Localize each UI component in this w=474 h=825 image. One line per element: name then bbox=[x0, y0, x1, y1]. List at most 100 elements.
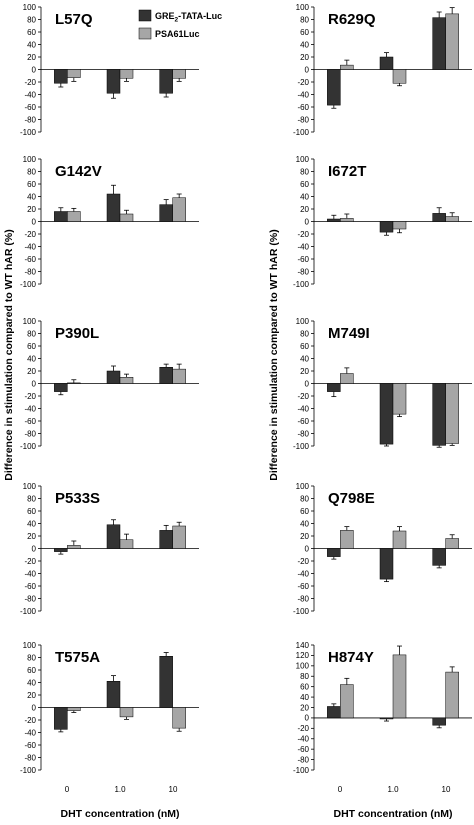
y-tick-label: -60 bbox=[24, 582, 36, 591]
panels: 100806040200-20-40-60-80-100L57Q10080604… bbox=[20, 3, 472, 775]
y-tick-label: 40 bbox=[300, 354, 309, 363]
y-tick-label: -20 bbox=[297, 392, 309, 401]
y-tick-label: -40 bbox=[24, 728, 36, 737]
y-tick-label: -40 bbox=[297, 735, 309, 744]
panel-q798e: 100 80 60 40 20 0 -20 -40 -60 -80 -100 Q798E bbox=[293, 482, 472, 616]
bar bbox=[67, 69, 81, 78]
bar bbox=[172, 525, 186, 549]
y-tick-label: -60 bbox=[297, 255, 309, 264]
y-tick-label: 20 bbox=[27, 367, 36, 376]
panel-g142v: 100 80 60 40 20 0 -20 -40 -60 -80 -100 G142V bbox=[20, 155, 199, 289]
y-tick-label: -20 bbox=[297, 78, 309, 87]
y-tick-label: 0 bbox=[32, 65, 37, 74]
bar bbox=[392, 69, 407, 84]
x-categories-right: 0 1.0 10 bbox=[338, 785, 451, 794]
y-tick-label: 0 bbox=[305, 544, 310, 553]
y-tick-label: 0 bbox=[32, 379, 37, 388]
panel-p390l: 100 80 60 40 20 0 -20 -40 -60 -80 -100 P390L bbox=[20, 317, 199, 451]
y-tick-label: 80 bbox=[27, 494, 36, 503]
y-tick-label: -60 bbox=[297, 745, 309, 754]
y-tick-label: -80 bbox=[297, 755, 309, 764]
panel-l57q: 100 80 60 40 20 0 -20 -40 -60 -80 -100 L57Q bbox=[20, 3, 199, 137]
y-tick-label: 60 bbox=[300, 682, 309, 691]
y-tick-label: -100 bbox=[293, 607, 310, 616]
x-tick-label: 1.0 bbox=[114, 785, 126, 794]
y-tick-label: 80 bbox=[300, 494, 309, 503]
x-axis-title-right: DHT concentration (nM) bbox=[334, 808, 453, 820]
y-tick-label: 60 bbox=[27, 666, 36, 675]
y-tick-label: -60 bbox=[297, 417, 309, 426]
y-tick-label: -60 bbox=[24, 103, 36, 112]
y-tick-label: -20 bbox=[24, 557, 36, 566]
x-tick-label: 1.0 bbox=[387, 785, 399, 794]
y-tick-label: -60 bbox=[24, 417, 36, 426]
legend-swatch-gre bbox=[138, 9, 152, 22]
bar bbox=[392, 221, 407, 230]
bar bbox=[106, 69, 121, 94]
bar bbox=[392, 383, 407, 415]
y-tick-label: 100 bbox=[296, 317, 310, 326]
y-tick-label: -60 bbox=[297, 103, 309, 112]
y-tick-label: 40 bbox=[300, 519, 309, 528]
bar bbox=[445, 13, 459, 70]
y-tick-label: 40 bbox=[27, 192, 36, 201]
y-tick-label: -80 bbox=[24, 115, 36, 124]
y-tick-label: 80 bbox=[27, 653, 36, 662]
panel-title: M749I bbox=[328, 325, 370, 342]
x-categories-left: 0 1.0 10 bbox=[65, 785, 178, 794]
y-tick-label: 120 bbox=[296, 651, 310, 660]
x-tick-label: 0 bbox=[338, 785, 343, 794]
y-tick-label: 100 bbox=[296, 482, 310, 491]
bar bbox=[106, 681, 121, 708]
y-tick-label: 100 bbox=[23, 317, 37, 326]
legend-label-gre: GRE2-TATA-Luc bbox=[155, 11, 222, 24]
y-tick-label: -100 bbox=[20, 280, 37, 289]
y-tick-label: -80 bbox=[297, 594, 309, 603]
y-tick-label: -100 bbox=[293, 442, 310, 451]
y-tick-label: 100 bbox=[296, 662, 310, 671]
y-tick-label: -20 bbox=[24, 716, 36, 725]
y-tick-label: 60 bbox=[300, 28, 309, 37]
y-tick-label: 60 bbox=[300, 342, 309, 351]
bar bbox=[327, 383, 341, 392]
bar bbox=[54, 548, 68, 552]
panel-title: G142V bbox=[55, 163, 102, 180]
bar bbox=[54, 69, 68, 84]
y-tick-label: 0 bbox=[32, 217, 37, 226]
x-axis-title-left: DHT concentration (nM) bbox=[61, 808, 180, 820]
bar bbox=[327, 218, 341, 222]
bar bbox=[327, 548, 341, 557]
bar bbox=[379, 56, 394, 70]
y-tick-label: 0 bbox=[32, 544, 37, 553]
y-tick-label: -80 bbox=[24, 429, 36, 438]
y-tick-label: 20 bbox=[300, 367, 309, 376]
y-tick-label: -40 bbox=[24, 404, 36, 413]
bar bbox=[119, 539, 134, 549]
y-tick-label: -40 bbox=[297, 569, 309, 578]
bar bbox=[67, 382, 81, 384]
y-tick-label: -60 bbox=[297, 582, 309, 591]
panel-title: H874Y bbox=[328, 649, 374, 666]
panel-r629q: 100 80 60 40 20 0 -20 -40 -60 -80 -100 R629Q bbox=[293, 3, 472, 137]
bar bbox=[54, 211, 68, 222]
bar bbox=[106, 524, 121, 549]
panel-title: P390L bbox=[55, 325, 99, 342]
y-tick-label: 80 bbox=[300, 15, 309, 24]
y-tick-label: 0 bbox=[305, 65, 310, 74]
y-tick-label: -20 bbox=[24, 230, 36, 239]
y-tick-label: -100 bbox=[293, 280, 310, 289]
y-tick-label: 60 bbox=[27, 342, 36, 351]
y-tick-label: 80 bbox=[27, 167, 36, 176]
y-tick-label: 20 bbox=[300, 532, 309, 541]
bar bbox=[432, 717, 446, 726]
y-tick-label: 100 bbox=[23, 482, 37, 491]
y-tick-label: 20 bbox=[300, 205, 309, 214]
panel-i672t: 100 80 60 40 20 0 -20 -40 -60 -80 -100 I672T bbox=[293, 155, 472, 289]
y-tick-label: 80 bbox=[27, 15, 36, 24]
bar bbox=[159, 656, 173, 708]
bar bbox=[445, 383, 459, 444]
bar bbox=[432, 383, 446, 446]
x-tick-label: 0 bbox=[65, 785, 70, 794]
